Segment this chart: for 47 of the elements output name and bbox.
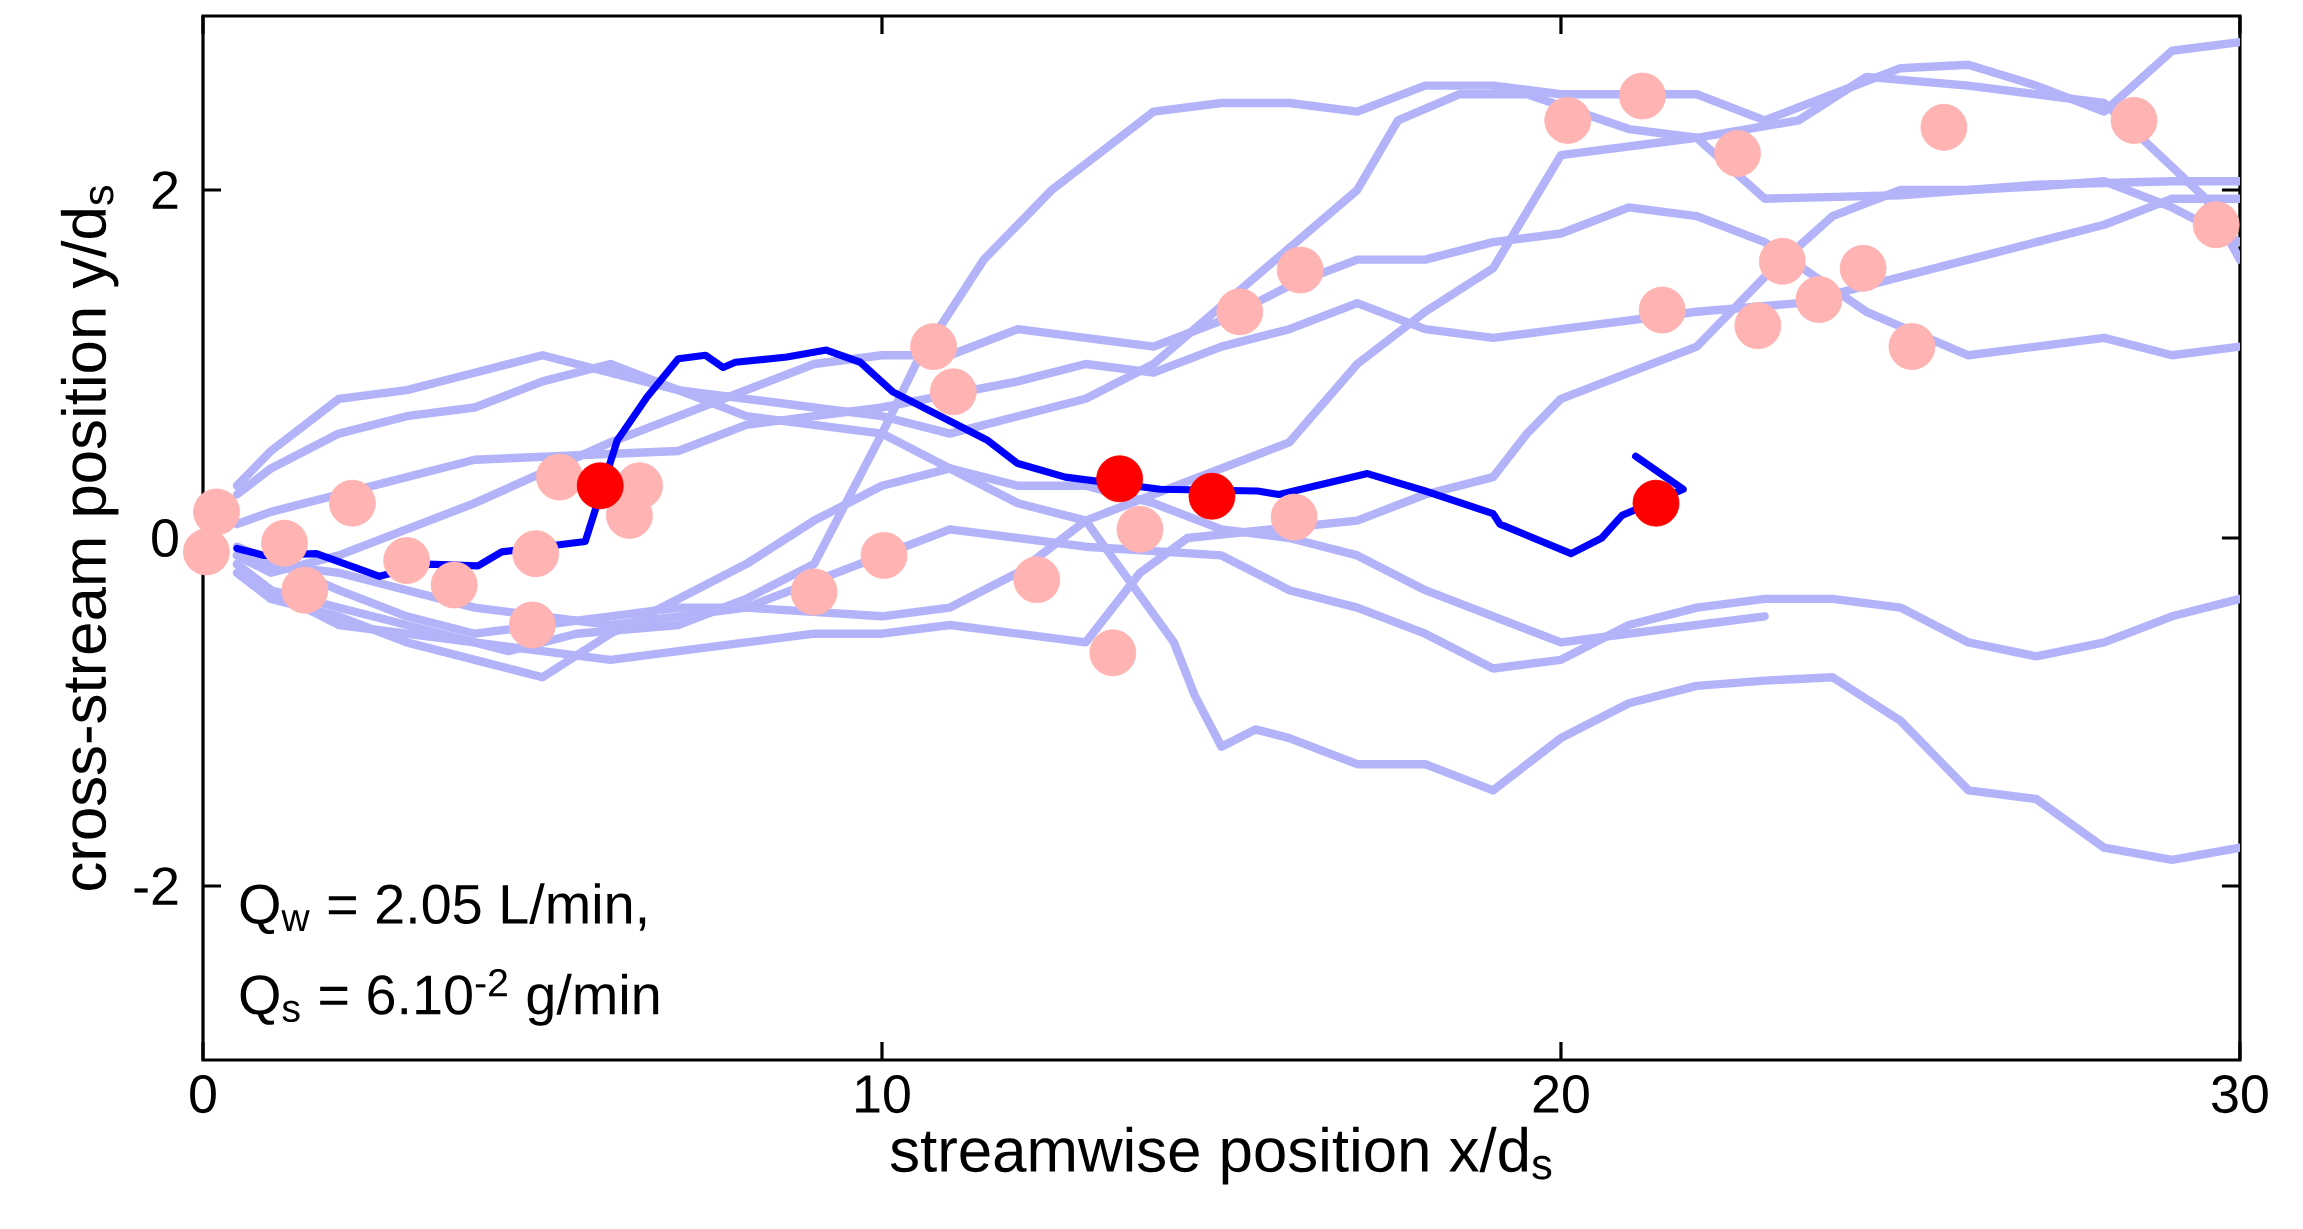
point: [261, 519, 308, 567]
annotation: Q$_{w}$ = 2.05 L/min,: [240, 883, 646, 935]
point: [1116, 505, 1164, 553]
point: [1013, 556, 1061, 604]
point: [1920, 103, 1968, 151]
y-tick-label: -2: [134, 867, 178, 905]
point: [1638, 286, 1686, 334]
point: [183, 528, 230, 576]
point: [1270, 493, 1318, 541]
y-tick-label: 0: [152, 518, 178, 558]
x-axis-title: streamwise position x/d$_{s}$: [890, 1126, 1552, 1185]
point: [576, 462, 624, 510]
point: [1795, 276, 1843, 324]
x-tick-label: 30: [2212, 1075, 2268, 1114]
point: [383, 537, 431, 585]
point: [1216, 288, 1264, 336]
point: [1758, 237, 1806, 285]
x-tick-label: 0: [190, 1075, 216, 1114]
point: [281, 566, 329, 614]
y-axis-title: cross-stream position y/d$_{s}$: [60, 185, 119, 890]
x-tick-label: 10: [856, 1075, 910, 1114]
point: [328, 479, 376, 527]
point: [1714, 130, 1761, 177]
point: [1544, 96, 1592, 144]
point: [1089, 629, 1137, 677]
point: [536, 453, 583, 501]
point: [1619, 72, 1666, 120]
point: [1839, 244, 1887, 292]
point: [929, 368, 977, 416]
point: [2110, 96, 2158, 144]
point: [512, 530, 560, 578]
point: [430, 561, 478, 609]
point: [790, 568, 838, 616]
point: [1188, 472, 1236, 520]
point: [860, 531, 908, 579]
point: [508, 601, 556, 649]
annotation: Q$_{s}$ = 6.10$^{-2}$ g/min: [240, 968, 659, 1026]
point: [1888, 323, 1936, 370]
point: [193, 488, 240, 536]
point: [1276, 246, 1324, 294]
y-tick-label: 2: [152, 171, 178, 209]
x-tick-label: 20: [1533, 1075, 1589, 1114]
point: [1734, 302, 1782, 350]
point: [1096, 455, 1144, 503]
point: [1632, 479, 1680, 527]
point: [2192, 201, 2240, 249]
point: [910, 323, 957, 370]
